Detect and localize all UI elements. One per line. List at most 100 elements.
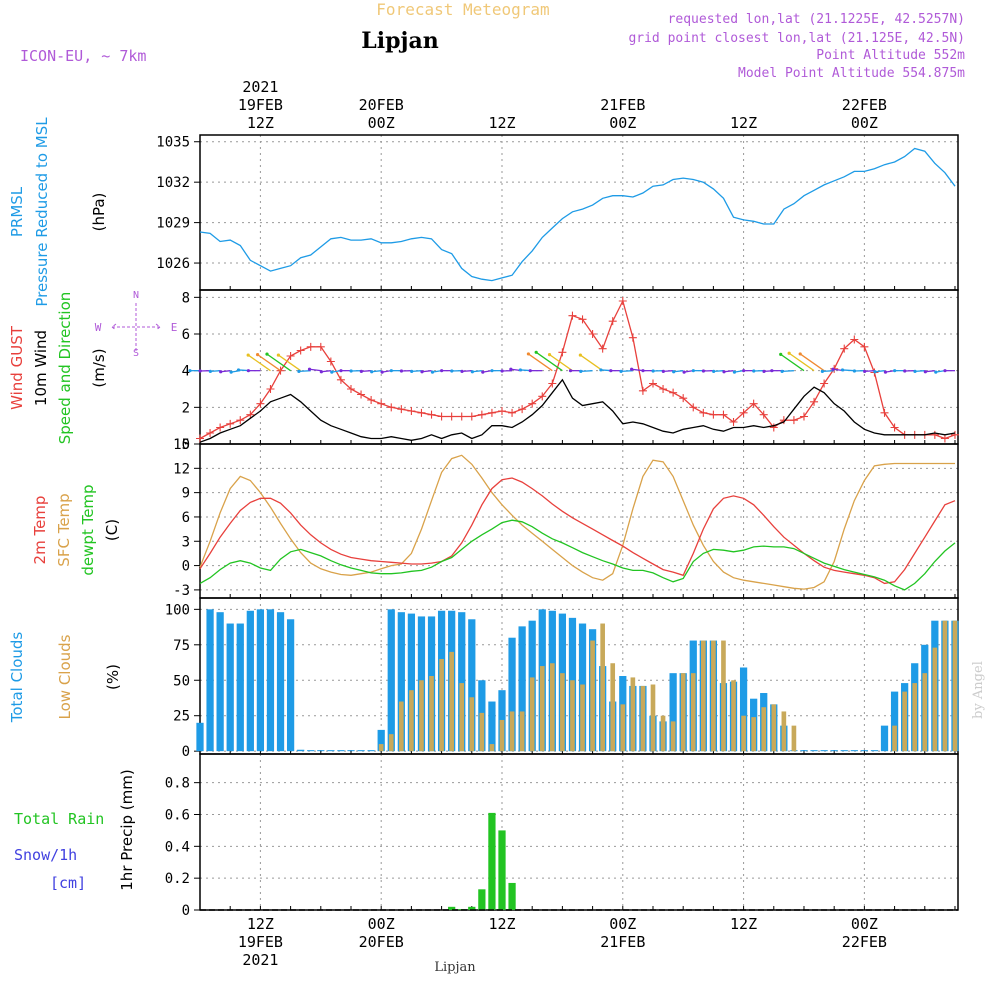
gust-point (528, 399, 537, 408)
gust-point (749, 399, 758, 408)
top-time-label: 00Z (851, 114, 878, 132)
precip-unit: 1hr Precip (mm) (118, 769, 136, 890)
top-time-label: 12Z (247, 114, 274, 132)
wind-arrow-head (526, 352, 531, 356)
low-cloud-bar (479, 712, 485, 752)
y-tick-label: 12 (173, 461, 190, 477)
gust-point (316, 342, 325, 351)
wind-arrow-head (188, 369, 192, 373)
wind-arrow-head (873, 370, 877, 374)
gust-point (930, 430, 939, 439)
model-altitude: Model Point Altitude 554.875m (738, 66, 965, 81)
top-time-label: 21FEB (600, 96, 645, 114)
watermark: by Angel (971, 661, 986, 719)
bottom-time-label: 22FEB (842, 933, 887, 951)
precip-frame (199, 753, 959, 911)
gust-point (266, 385, 275, 393)
low-cloud-bar (419, 680, 424, 752)
wind-arrow-head (661, 369, 665, 373)
wind-arrow-head (893, 369, 897, 373)
gust-point (648, 379, 657, 388)
low-cloud-bar (499, 719, 505, 752)
total-cloud-bar (880, 725, 889, 752)
y-tick-label: 0 (182, 744, 190, 760)
wind-arrow-head (779, 352, 783, 356)
wind-arrow-head (630, 367, 634, 371)
wind-arrow-head (518, 368, 522, 372)
total-cloud-bar (890, 691, 899, 752)
top-time-label: 2021 (242, 78, 278, 96)
wind-arrow-head (330, 370, 334, 374)
gust-point (890, 423, 899, 432)
requested-coords: requested lon,lat (21.1225E, 42.5257N) (668, 12, 965, 27)
sfc-label: SFC Temp (55, 493, 73, 566)
gust-point (437, 412, 446, 421)
y-tick-label: 4 (182, 364, 190, 380)
wind-arrow (298, 370, 311, 373)
wind-arrow-head (651, 369, 655, 373)
y-tick-label: -3 (173, 583, 190, 599)
wind-arrow (631, 368, 644, 372)
bottom-time-label: 00Z (609, 915, 636, 933)
low-cloud-bar (570, 680, 575, 752)
gust-line (199, 299, 956, 440)
compass-arrows (111, 303, 161, 351)
y-tick-label: 1032 (156, 175, 190, 191)
total-cloud-bar (327, 750, 335, 752)
low-cloud-bar (942, 620, 948, 752)
low-cloud-bar (761, 707, 767, 752)
total-cloud-bar (870, 750, 879, 752)
wind-arrow-head (579, 369, 583, 373)
dewpt-label: dewpt Temp (79, 484, 97, 575)
gust-point (457, 412, 466, 421)
bottom-time-label: 20FEB (359, 933, 404, 951)
wind-arrow-head (883, 370, 888, 374)
gust-point (548, 379, 557, 388)
gust-point (588, 330, 597, 338)
total-cloud-bar (226, 623, 234, 752)
pressure-line (199, 147, 956, 282)
wind-arrow (780, 353, 805, 372)
low-cloud-bar (600, 623, 605, 752)
total-cloud-bar (357, 750, 365, 752)
wind-arrow-head (831, 367, 835, 371)
location-title: Lipjan (361, 28, 438, 54)
wind-arrow-head (599, 368, 603, 372)
top-time-label: 20FEB (359, 96, 404, 114)
wind-arrow-head (430, 370, 435, 374)
top-time-label: 12Z (730, 114, 757, 132)
wind-arrow-head (440, 369, 444, 373)
total-cloud-bar (196, 722, 204, 752)
low-cloud-bar (902, 691, 907, 752)
wind-arrow-head (339, 369, 343, 373)
gust-point (850, 335, 859, 344)
point-altitude: Point Altitude 552m (816, 48, 965, 63)
wind-arrow-head (770, 369, 774, 373)
gust-point (799, 412, 808, 421)
total-cloud-bar (297, 749, 305, 752)
gust-point (729, 418, 738, 426)
gust-point (598, 344, 607, 353)
gust-point (276, 366, 285, 375)
wind-arrow-head (380, 370, 384, 374)
wind-arrow-head (420, 370, 424, 374)
total-cloud-bar (458, 612, 466, 752)
precip-panel: 0 0.2 0.4 0.6 0.8 (165, 753, 959, 919)
low-cloud-bar (580, 684, 585, 752)
wind-arrow-head (389, 369, 393, 373)
wind-arrow-head (820, 369, 824, 373)
wind-arrow-head (500, 369, 504, 373)
wind-arrow-head (691, 369, 695, 373)
total-cloud-bar (407, 613, 416, 752)
2m-temp-line (199, 477, 956, 585)
gust-point (538, 392, 547, 401)
low-cloud-bar (680, 673, 686, 752)
gust-point (769, 423, 778, 432)
low-cloud-bar (550, 663, 555, 752)
total-cloud-bar (518, 626, 526, 752)
y-tick-label: 1029 (156, 216, 190, 232)
wind-arrow (266, 353, 291, 372)
wind-arrow (247, 354, 271, 372)
total-clouds-label: Total Clouds (8, 632, 26, 724)
wind-arrow (713, 370, 724, 373)
